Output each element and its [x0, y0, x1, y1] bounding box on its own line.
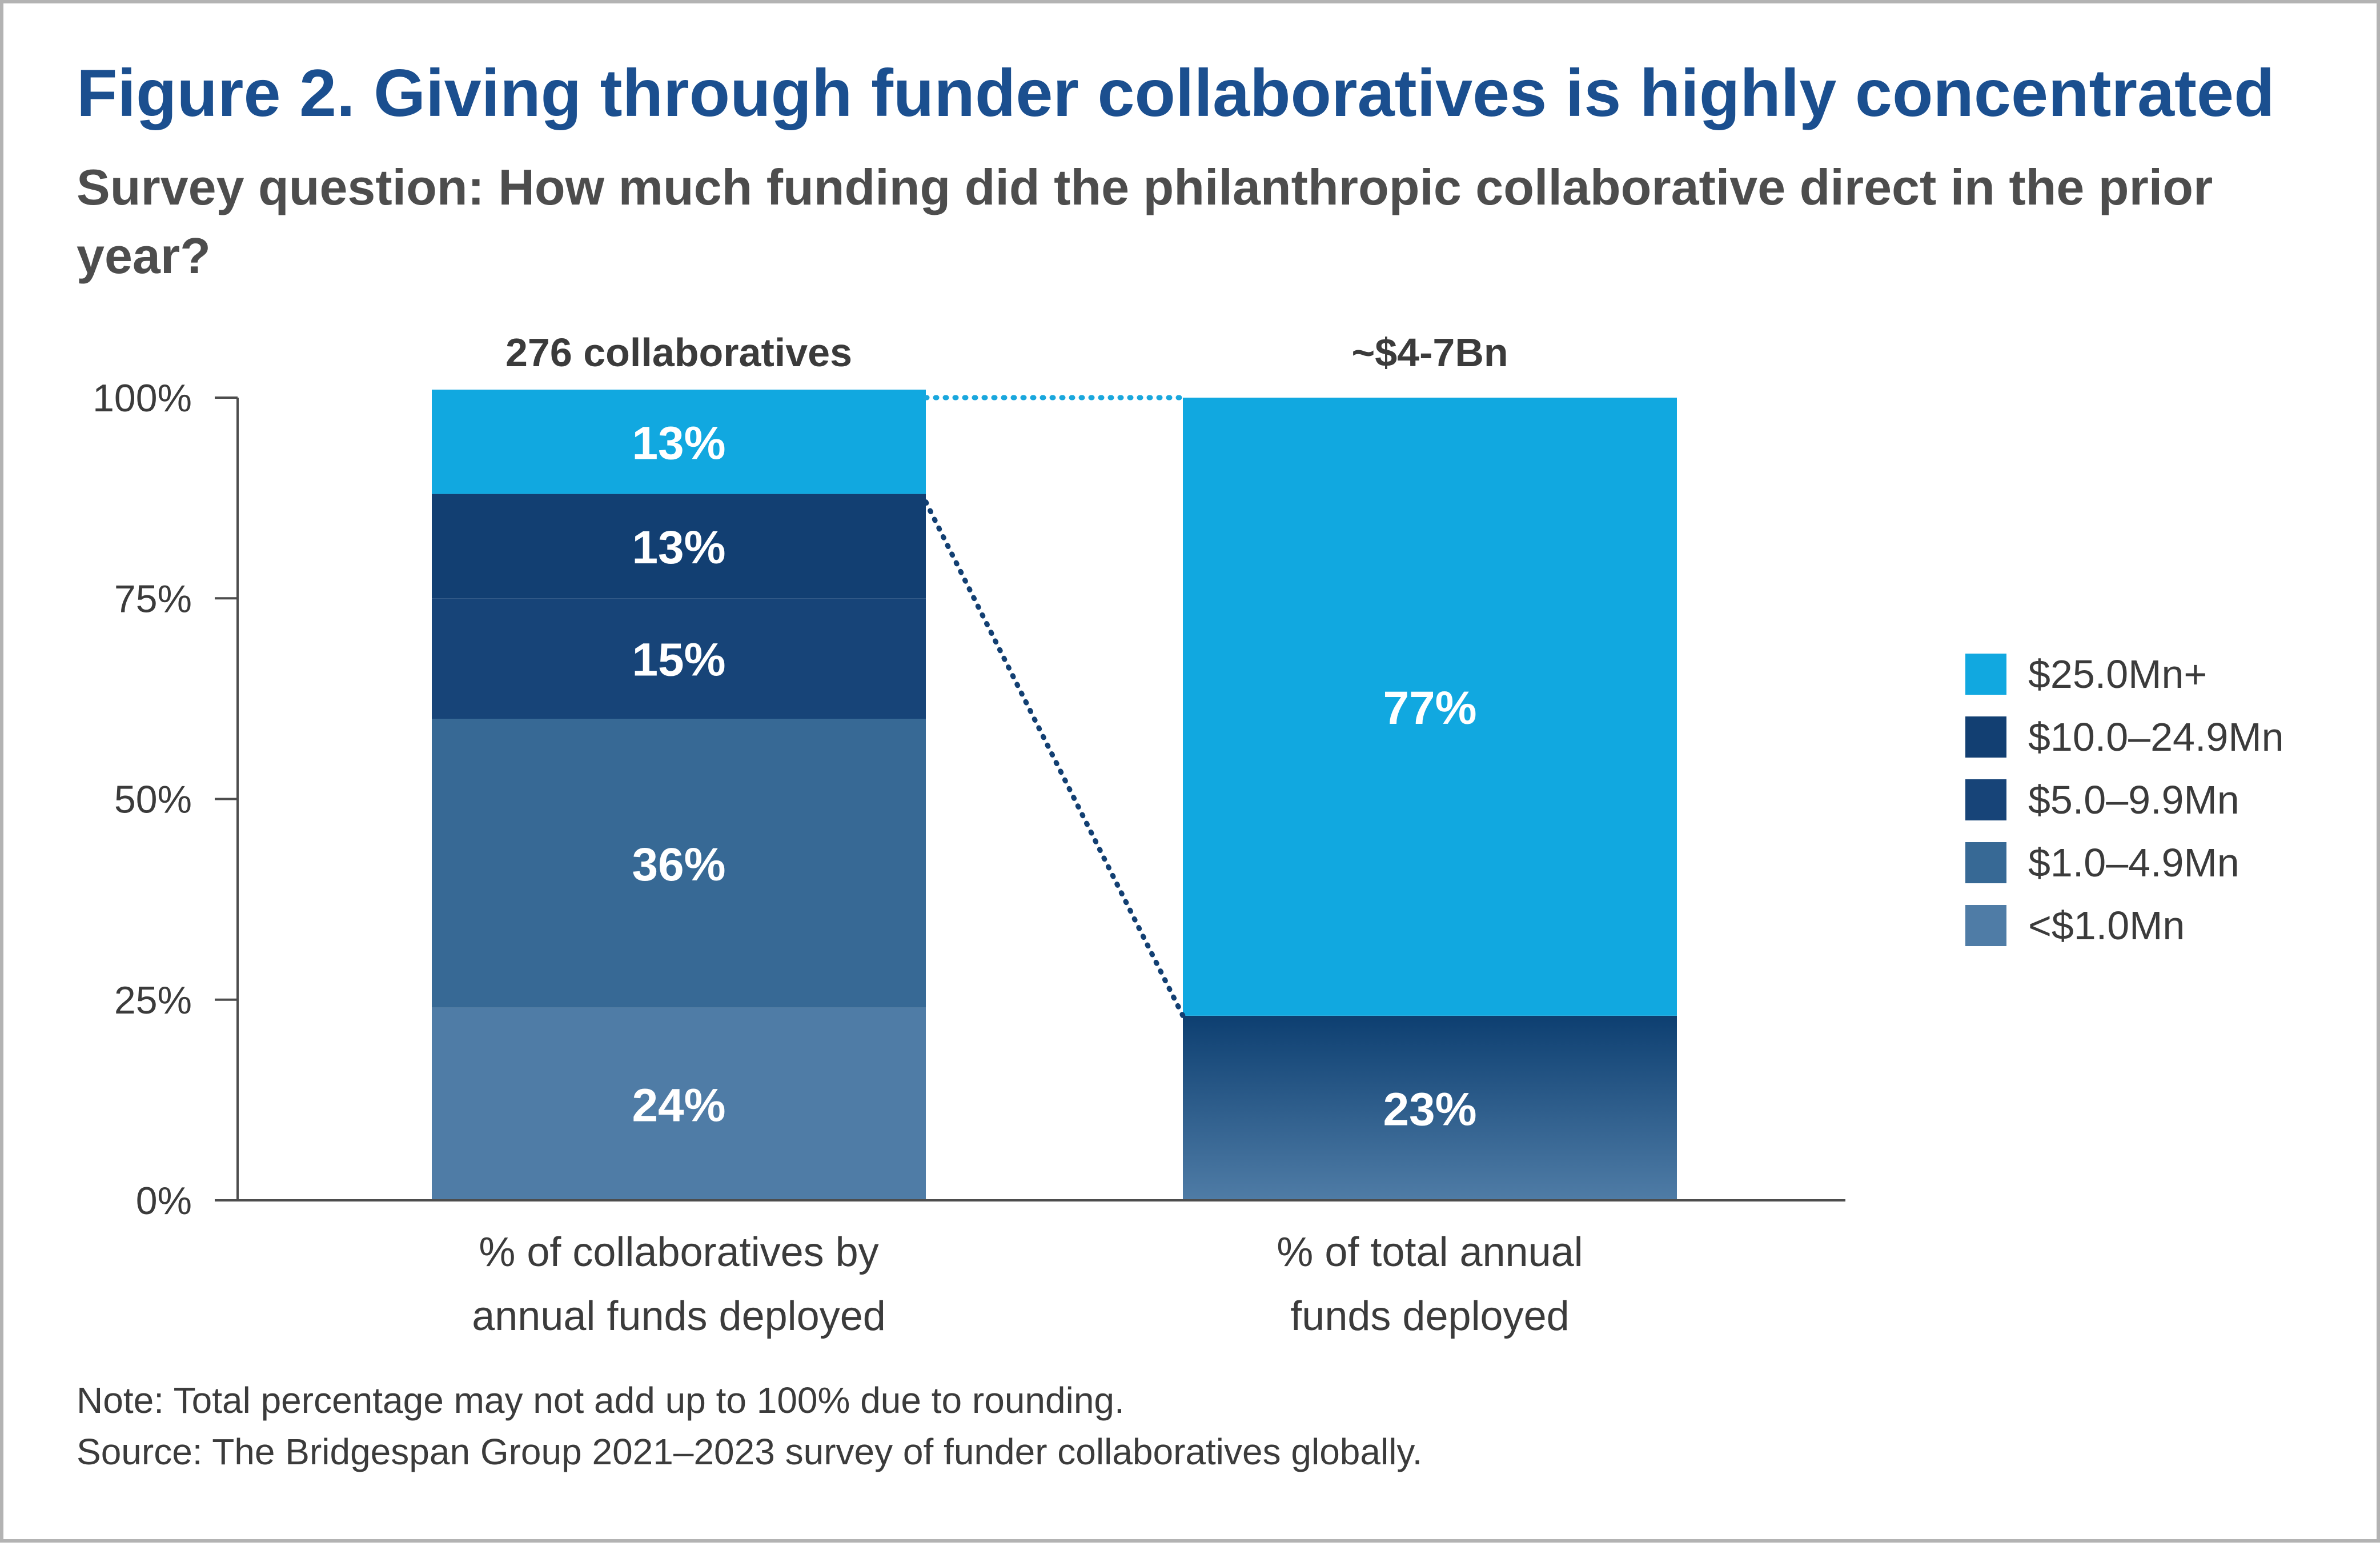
- bar-1-segment-3: [432, 598, 926, 719]
- y-tick-label-0: 0%: [136, 1179, 192, 1223]
- bar-1-segment-5-label: 13%: [632, 417, 725, 469]
- y-tick-label-75: 75%: [114, 577, 192, 620]
- bar-2-segment-1: [1183, 1015, 1677, 1200]
- legend: $25.0Mn+ $10.0–24.9Mn $5.0–9.9Mn $1.0–4.9Mn…: [1965, 652, 2284, 948]
- bar-1-segment-5: [432, 389, 926, 494]
- y-tick-label-25: 25%: [114, 979, 192, 1022]
- legend-swatch-2: [1965, 716, 2006, 758]
- category-label-2-line-1: % of total annual: [1277, 1229, 1583, 1275]
- legend-swatch-3: [1965, 779, 2006, 820]
- figure-notes: Note: Total percentage may not add up to…: [77, 1375, 1422, 1477]
- figure-subtitle: Survey question: How much funding did th…: [77, 159, 2213, 284]
- bar-1-segment-4-label: 13%: [632, 522, 725, 574]
- bars-layer: [432, 389, 1677, 1200]
- bar-2-segment-2: [1183, 398, 1677, 1016]
- legend-label-1: $25.0Mn+: [2028, 652, 2207, 696]
- y-tick-label-100: 100%: [93, 377, 192, 420]
- category-label-1-line-1: % of collaboratives by: [479, 1229, 878, 1275]
- bar-1-segment-3-label: 15%: [632, 634, 725, 686]
- y-tick-label-50: 50%: [114, 778, 192, 822]
- labels-layer: 24% 36% 15% 13% 13% 276 collaboratives % of co…: [472, 330, 1583, 1339]
- legend-label-2: $10.0–24.9Mn: [2028, 715, 2284, 759]
- bar-1-segment-4: [432, 494, 926, 599]
- connectors-layer: [923, 395, 1186, 1019]
- bar-2-segment-1-label: 23%: [1383, 1083, 1476, 1135]
- bar-2-segment-2-label: 77%: [1383, 682, 1476, 734]
- axes-layer: 0% 25% 50% 75% 100%: [93, 377, 1845, 1223]
- legend-swatch-1: [1965, 654, 2006, 695]
- bar-1-header: 276 collaboratives: [505, 330, 852, 375]
- figure-title: Figure 2. Giving through funder collabor…: [77, 55, 2275, 130]
- bar-1-segment-1-label: 24%: [632, 1079, 725, 1131]
- legend-swatch-5: [1965, 905, 2006, 946]
- category-label-2-line-2: funds deployed: [1290, 1293, 1569, 1339]
- note-text: Note: Total percentage may not add up to…: [77, 1380, 1125, 1421]
- category-label-1-line-2: annual funds deployed: [472, 1293, 886, 1339]
- legend-label-4: $1.0–4.9Mn: [2028, 840, 2239, 885]
- bar-1-segment-2: [432, 719, 926, 1008]
- legend-label-5: <$1.0Mn: [2028, 903, 2185, 948]
- source-text: Source: The Bridgespan Group 2021–2023 s…: [77, 1431, 1423, 1472]
- bar-1-segment-2-label: 36%: [632, 839, 725, 891]
- legend-label-3: $5.0–9.9Mn: [2028, 778, 2239, 822]
- connector-line-2: [923, 499, 1186, 1019]
- bar-1-segment-1: [432, 1007, 926, 1200]
- stacked-bar-chart: 0% 25% 50% 75% 100% 24% 36% 15% 13% 13% 276 colla…: [93, 330, 2284, 1339]
- bar-2-header: ~$4-7Bn: [1351, 330, 1508, 375]
- legend-swatch-4: [1965, 842, 2006, 883]
